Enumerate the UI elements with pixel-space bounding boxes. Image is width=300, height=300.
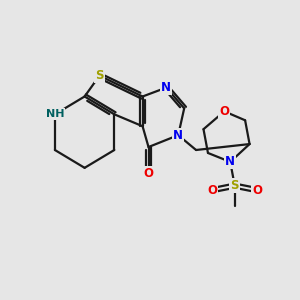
- Text: O: O: [252, 184, 262, 196]
- Text: S: S: [230, 179, 239, 192]
- Text: N: N: [173, 129, 183, 142]
- Text: N: N: [161, 81, 171, 94]
- Text: O: O: [219, 105, 229, 118]
- Text: N: N: [225, 155, 235, 168]
- Text: S: S: [95, 69, 104, 82]
- Text: NH: NH: [46, 109, 64, 119]
- Text: O: O: [143, 167, 154, 180]
- Text: O: O: [207, 184, 218, 196]
